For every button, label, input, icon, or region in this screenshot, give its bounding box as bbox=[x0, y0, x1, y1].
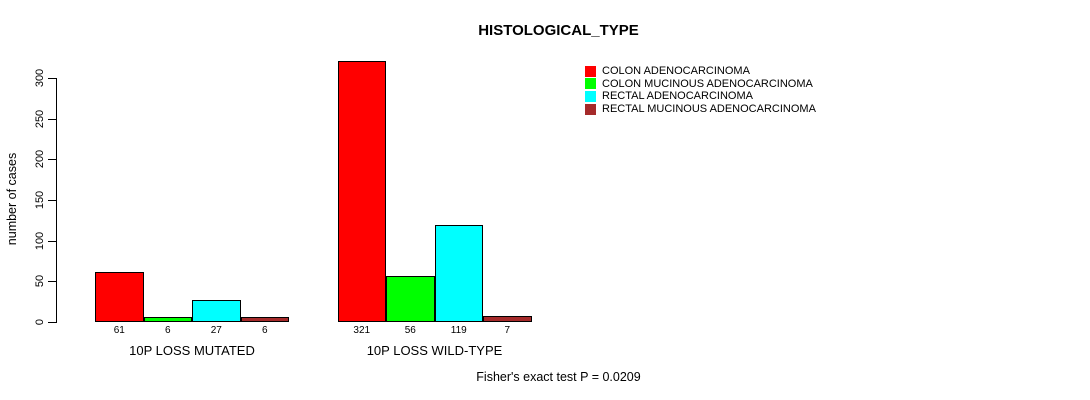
bar bbox=[143, 317, 192, 322]
y-tick-label: 50 bbox=[34, 275, 46, 288]
y-tick-mark bbox=[48, 78, 56, 79]
y-tick-label: 200 bbox=[34, 150, 46, 169]
legend-label: RECTAL MUCINOUS ADENOCARCINOMA bbox=[602, 103, 816, 116]
legend-label: RECTAL ADENOCARCINOMA bbox=[602, 90, 753, 103]
y-axis-label: number of cases bbox=[5, 152, 19, 246]
bar-value-label: 6 bbox=[164, 325, 171, 336]
bar bbox=[434, 225, 483, 322]
bar bbox=[386, 276, 435, 322]
legend-label: COLON MUCINOUS ADENOCARCINOMA bbox=[602, 77, 813, 90]
y-tick-label: 150 bbox=[34, 190, 46, 210]
bar bbox=[192, 300, 241, 322]
y-tick-mark bbox=[48, 118, 56, 120]
legend-swatch bbox=[585, 103, 596, 115]
y-tick-mark bbox=[48, 200, 56, 201]
legend: COLON ADENOCARCINOMA COLON MUCINOUS ADENO… bbox=[585, 65, 816, 115]
bar-value-label: 56 bbox=[404, 325, 416, 336]
bar bbox=[240, 317, 289, 322]
y-tick-label: 250 bbox=[34, 109, 46, 128]
y-tick-label: 0 bbox=[34, 318, 46, 326]
legend-row: COLON ADENOCARCINOMA bbox=[585, 65, 816, 78]
bar-value-label: 321 bbox=[353, 325, 371, 336]
y-tick-label: 300 bbox=[34, 68, 46, 88]
legend-swatch bbox=[585, 90, 596, 102]
bar bbox=[483, 316, 532, 322]
y-tick-mark bbox=[48, 322, 56, 323]
y-tick-mark bbox=[48, 281, 56, 283]
y-tick-mark bbox=[48, 240, 56, 242]
y-tick-mark bbox=[48, 159, 56, 161]
chart-title: HISTOLOGICAL_TYPE bbox=[478, 22, 639, 39]
legend-row: COLON MUCINOUS ADENOCARCINOMA bbox=[585, 78, 816, 91]
bar bbox=[95, 272, 144, 322]
bar-value-label: 7 bbox=[504, 325, 511, 336]
legend-swatch bbox=[585, 65, 596, 77]
bar-value-label: 6 bbox=[261, 325, 268, 336]
bar-value-label: 27 bbox=[210, 325, 222, 336]
legend-row: RECTAL ADENOCARCINOMA bbox=[585, 90, 816, 103]
y-axis bbox=[56, 78, 57, 323]
category-label: 10P LOSS WILD-TYPE bbox=[366, 343, 503, 358]
legend-label: COLON ADENOCARCINOMA bbox=[602, 65, 750, 78]
bar-value-label: 61 bbox=[113, 325, 125, 336]
bar bbox=[337, 60, 386, 322]
y-tick-label: 100 bbox=[34, 231, 46, 250]
annotation-text: Fisher's exact test P = 0.0209 bbox=[476, 370, 641, 384]
legend-row: RECTAL MUCINOUS ADENOCARCINOMA bbox=[585, 103, 816, 116]
bar-value-label: 119 bbox=[450, 325, 467, 336]
category-label: 10P LOSS MUTATED bbox=[129, 343, 255, 358]
legend-swatch bbox=[585, 78, 596, 90]
